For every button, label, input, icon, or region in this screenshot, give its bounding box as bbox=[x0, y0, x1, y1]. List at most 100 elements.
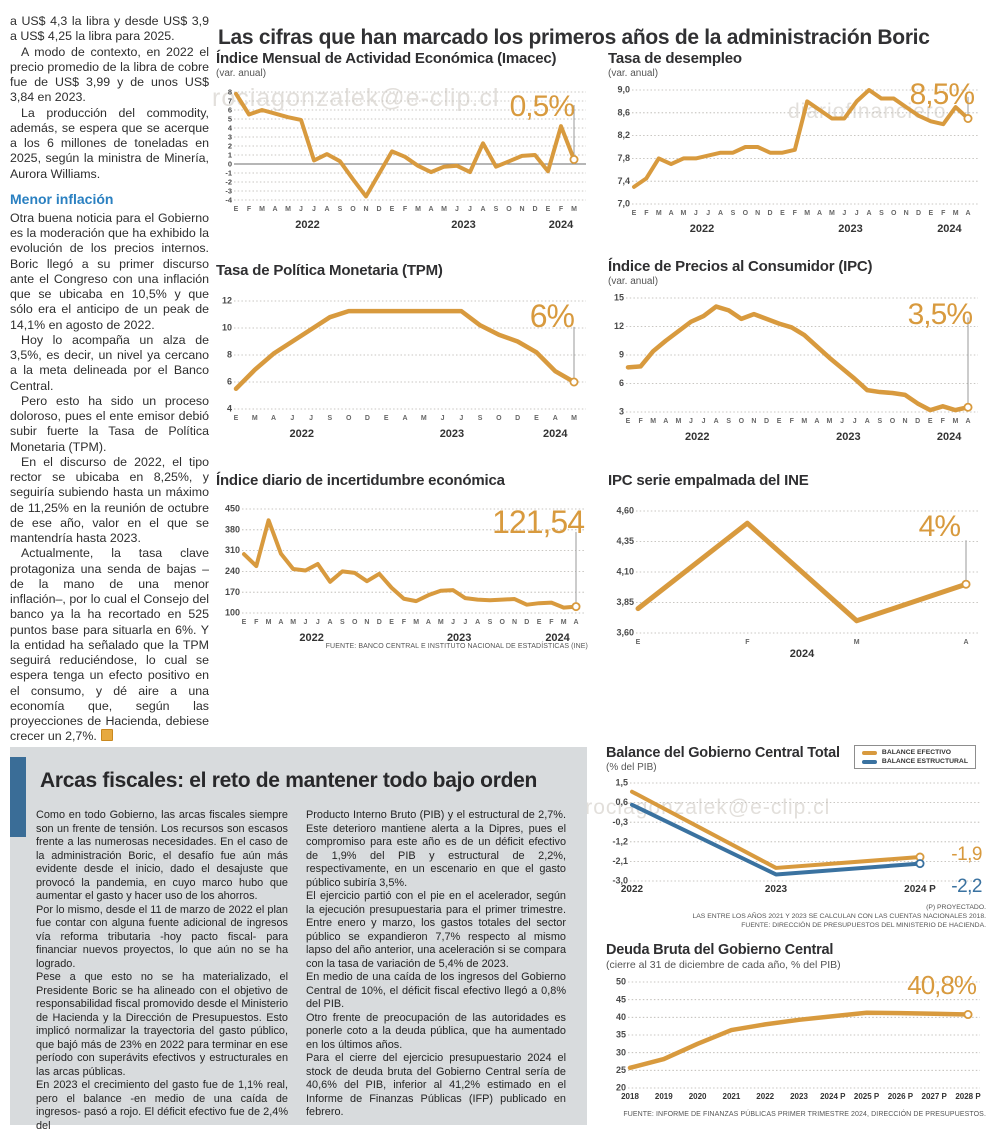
end-value-estructural: -2,2 bbox=[951, 876, 982, 897]
svg-text:E: E bbox=[534, 415, 539, 422]
svg-text:M: M bbox=[854, 639, 860, 646]
svg-text:J: J bbox=[463, 619, 467, 626]
svg-text:M: M bbox=[571, 415, 577, 422]
chart-subtitle: (var. anual) bbox=[216, 68, 267, 79]
desempleo-line-chart: 9,08,68,27,87,47,0E F M A M J J A S O N D E F M A M J J A S O… bbox=[617, 85, 978, 234]
chart-title: IPC serie empalmada del INE bbox=[608, 472, 809, 489]
chart-title: Tasa de Política Monetaria (TPM) bbox=[216, 262, 443, 279]
svg-text:J: J bbox=[694, 210, 698, 217]
svg-text:J: J bbox=[304, 619, 308, 626]
svg-text:N: N bbox=[755, 210, 760, 217]
legend-swatch-estructural bbox=[861, 759, 877, 764]
svg-text:M: M bbox=[650, 418, 656, 425]
svg-text:-1,2: -1,2 bbox=[612, 836, 628, 846]
chart-subtitle: (var. anual) bbox=[608, 276, 659, 287]
svg-text:-4: -4 bbox=[225, 196, 232, 205]
chart-subtitle: (% del PIB) bbox=[606, 762, 657, 773]
svg-text:N: N bbox=[903, 418, 908, 425]
svg-text:F: F bbox=[402, 619, 407, 626]
paragraph: El ejercicio partió con el pie en el ace… bbox=[306, 890, 566, 970]
svg-text:M: M bbox=[290, 619, 296, 626]
svg-text:F: F bbox=[644, 210, 649, 217]
svg-text:A: A bbox=[328, 619, 333, 626]
svg-text:4,60: 4,60 bbox=[616, 506, 634, 516]
svg-text:O: O bbox=[891, 210, 897, 217]
source-note: FUENTE: BANCO CENTRAL E INSTITUTO NACION… bbox=[325, 643, 588, 650]
svg-text:2018: 2018 bbox=[621, 1092, 639, 1101]
svg-text:F: F bbox=[559, 206, 564, 213]
svg-text:8: 8 bbox=[227, 350, 232, 360]
svg-text:F: F bbox=[790, 418, 795, 425]
svg-text:E: E bbox=[780, 210, 785, 217]
svg-text:J: J bbox=[468, 206, 472, 213]
svg-text:2024: 2024 bbox=[790, 648, 815, 659]
chart-title: Índice Mensual de Actividad Económica (I… bbox=[216, 50, 557, 67]
svg-text:J: J bbox=[702, 418, 706, 425]
svg-text:J: J bbox=[441, 415, 445, 422]
svg-text:380: 380 bbox=[225, 524, 240, 534]
svg-text:50: 50 bbox=[616, 977, 626, 987]
svg-text:2023: 2023 bbox=[838, 223, 862, 234]
paragraph: Otra buena noticia para el Gobierno es l… bbox=[10, 210, 209, 332]
svg-text:8: 8 bbox=[228, 88, 232, 97]
chart-deuda: Deuda Bruta del Gobierno Central (cierre… bbox=[606, 942, 986, 1118]
svg-text:E: E bbox=[389, 619, 394, 626]
svg-text:3: 3 bbox=[228, 133, 232, 142]
svg-text:2024: 2024 bbox=[937, 431, 962, 442]
svg-text:E: E bbox=[626, 418, 631, 425]
svg-text:J: J bbox=[316, 619, 320, 626]
svg-text:-1: -1 bbox=[225, 169, 232, 178]
svg-text:A: A bbox=[669, 210, 674, 217]
svg-text:J: J bbox=[855, 210, 859, 217]
paragraph: Como en todo Gobierno, las arcas fiscale… bbox=[36, 809, 288, 903]
svg-text:J: J bbox=[840, 418, 844, 425]
svg-text:E: E bbox=[234, 415, 239, 422]
svg-text:S: S bbox=[878, 418, 883, 425]
legend-item: BALANCE ESTRUCTURAL bbox=[861, 758, 968, 765]
svg-text:20: 20 bbox=[616, 1083, 626, 1093]
chart-title: Deuda Bruta del Gobierno Central bbox=[606, 942, 834, 958]
svg-text:7,0: 7,0 bbox=[617, 199, 630, 209]
svg-text:N: N bbox=[364, 619, 369, 626]
svg-text:2023: 2023 bbox=[836, 431, 860, 442]
chart-ipc: Índice de Precios al Consumidor (IPC) (v… bbox=[608, 258, 980, 442]
svg-text:M: M bbox=[656, 210, 662, 217]
empalmada-line-chart: 4,60 4,35 4,10 3,85 3,60E F M A 2024 bbox=[616, 506, 978, 659]
svg-text:2023: 2023 bbox=[451, 219, 475, 230]
svg-text:40: 40 bbox=[616, 1012, 626, 1022]
svg-text:N: N bbox=[363, 206, 368, 213]
svg-text:10: 10 bbox=[222, 323, 232, 333]
chart-legend: BALANCE EFECTIVO BALANCE ESTRUCTURAL bbox=[853, 745, 976, 769]
svg-text:J: J bbox=[312, 206, 316, 213]
svg-text:-2,1: -2,1 bbox=[612, 856, 628, 866]
page-title: Las cifras que han marcado los primeros … bbox=[218, 26, 930, 50]
chart-empalmada: IPC serie empalmada del INE 4,60 4,35 4,10… bbox=[608, 472, 980, 659]
svg-text:O: O bbox=[346, 415, 352, 422]
svg-text:25: 25 bbox=[616, 1065, 626, 1075]
svg-text:O: O bbox=[506, 206, 512, 213]
svg-text:F: F bbox=[403, 206, 408, 213]
svg-text:J: J bbox=[689, 418, 693, 425]
source-note: FUENTE: INFORME DE FINANZAS PÚBLICAS PRI… bbox=[623, 1111, 986, 1118]
svg-text:9,0: 9,0 bbox=[617, 85, 630, 95]
svg-text:J: J bbox=[842, 210, 846, 217]
article-paragraphs: a US$ 4,3 la libra y desde US$ 3,9 a US$… bbox=[10, 14, 209, 182]
svg-text:F: F bbox=[247, 206, 252, 213]
svg-text:A: A bbox=[480, 206, 485, 213]
paragraph: En medio de una caída de los ingresos de… bbox=[306, 971, 566, 1011]
svg-text:M: M bbox=[413, 619, 419, 626]
svg-text:D: D bbox=[764, 418, 769, 425]
svg-text:J: J bbox=[706, 210, 710, 217]
svg-text:J: J bbox=[451, 619, 455, 626]
svg-text:D: D bbox=[532, 206, 537, 213]
svg-text:2020: 2020 bbox=[689, 1092, 707, 1101]
svg-text:M: M bbox=[561, 619, 567, 626]
svg-text:M: M bbox=[681, 210, 687, 217]
svg-text:2024: 2024 bbox=[937, 223, 962, 234]
chart-footnotes: (P) PROYECTADO. LAS ENTRE LOS AÑOS 2021 Y… bbox=[606, 903, 986, 931]
accent-bar bbox=[10, 757, 26, 837]
paragraph: Hoy lo acompaña un alza de 3,5%, es deci… bbox=[10, 332, 209, 393]
paragraph: Producto Interno Bruto (PIB) y el estruc… bbox=[306, 809, 566, 889]
